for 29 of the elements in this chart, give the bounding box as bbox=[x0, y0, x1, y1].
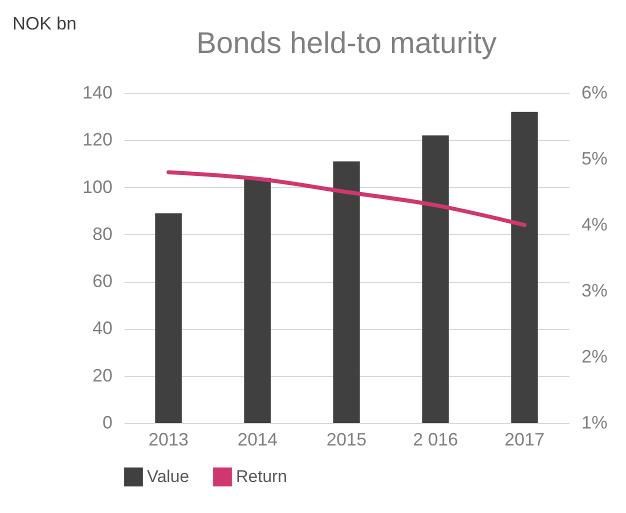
bar bbox=[422, 135, 449, 423]
x-tick-label: 2 016 bbox=[412, 430, 458, 450]
x-tick-label: 2014 bbox=[237, 430, 278, 450]
y-tick-label: 100 bbox=[82, 176, 112, 197]
chart-title: Bonds held-to maturity bbox=[196, 27, 497, 60]
bar bbox=[511, 112, 538, 423]
bar bbox=[244, 178, 271, 423]
x-tick-label: 2015 bbox=[326, 430, 367, 450]
y2-tick-label: 1% bbox=[582, 412, 608, 432]
y-axis-title: NOK bn bbox=[12, 14, 77, 34]
x-tick-label: 2013 bbox=[148, 430, 189, 450]
legend-label: Return bbox=[236, 466, 288, 486]
y2-tick-label: 3% bbox=[582, 280, 608, 300]
y2-tick-label: 6% bbox=[582, 82, 608, 102]
line-series bbox=[166, 170, 526, 227]
y-tick-label: 20 bbox=[92, 365, 112, 386]
bar bbox=[333, 161, 360, 423]
x-tick-label: 2017 bbox=[504, 430, 545, 450]
y-tick-label: 0 bbox=[102, 412, 112, 432]
bar bbox=[155, 213, 182, 423]
y-tick-label: 120 bbox=[82, 130, 112, 150]
legend-label: Value bbox=[147, 466, 190, 486]
y2-tick-label: 4% bbox=[582, 214, 608, 234]
y-tick-label: 40 bbox=[92, 318, 112, 338]
y2-tick-label: 2% bbox=[582, 346, 608, 366]
y-tick-label: 60 bbox=[92, 271, 112, 292]
y2-tick-label: 5% bbox=[582, 148, 608, 168]
y-tick-label: 80 bbox=[92, 224, 112, 244]
y-tick-label: 140 bbox=[82, 82, 112, 102]
